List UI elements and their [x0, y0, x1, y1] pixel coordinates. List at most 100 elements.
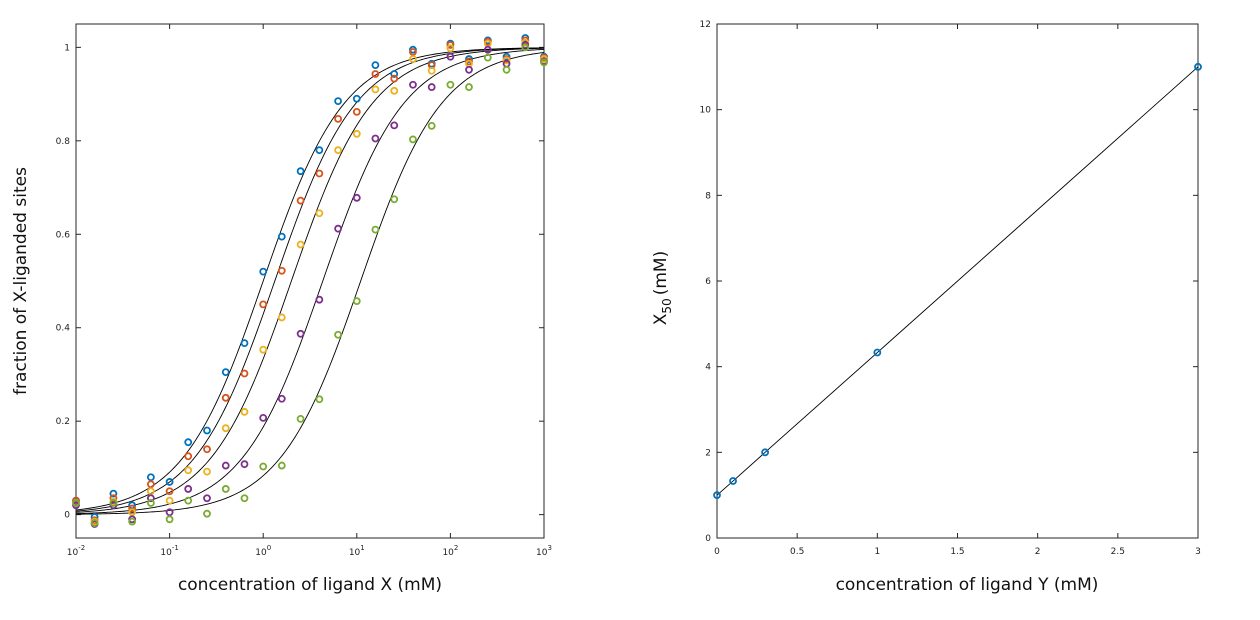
left-data-point: [390, 86, 399, 95]
left-data-point: [409, 48, 417, 56]
right-y-axis-label-units: (mM): [651, 251, 671, 296]
left-y-tick-label: 1: [64, 43, 70, 53]
left-data-point: [315, 295, 324, 304]
left-data-point: [521, 43, 530, 52]
left-y-tick-label: 0.8: [56, 137, 71, 147]
left-data-point: [221, 393, 230, 402]
left-data-point: [259, 462, 268, 471]
left-data-point: [483, 53, 492, 62]
left-x-tick-base: 10: [160, 548, 172, 558]
right-y-axis-label-subscript: 50: [660, 298, 674, 313]
left-data-point: [109, 494, 118, 503]
right-x-axis-label: concentration of ligand Y (mM): [836, 575, 1099, 595]
left-data-point: [334, 114, 342, 123]
right-x-tick-label: 0: [714, 547, 720, 557]
left-x-tick-base: 10: [255, 548, 267, 558]
right-y-tick-label: 10: [700, 106, 712, 116]
left-data-point: [277, 394, 286, 403]
left-data-point: [540, 58, 548, 67]
left-x-tick-label: 10-2: [67, 544, 85, 558]
left-data-point: [296, 329, 305, 338]
left-data-point: [109, 489, 118, 498]
left-data-point: [334, 146, 342, 155]
left-data-point: [277, 232, 286, 241]
left-data-point: [465, 65, 473, 74]
right-data-point: [873, 348, 882, 357]
right-y-tick-label: 4: [705, 363, 711, 373]
left-data-point: [165, 515, 174, 524]
left-data-point: [409, 80, 417, 89]
left-x-tick-exponent: -1: [172, 544, 179, 552]
left-data-points: [72, 34, 548, 528]
right-y-tick-label: 0: [705, 534, 711, 544]
left-data-point: [203, 467, 211, 476]
left-data-point: [371, 70, 380, 78]
left-y-tick-label: 0.6: [56, 230, 71, 240]
right-fit-line: [716, 66, 1199, 496]
left-data-point: [221, 485, 230, 493]
left-data-point: [146, 473, 155, 482]
left-data-point: [203, 426, 211, 435]
left-data-point: [221, 424, 230, 433]
left-data-point: [259, 414, 268, 422]
left-data-point: [203, 445, 211, 454]
left-x-axis-label: concentration of ligand X (mM): [178, 575, 442, 595]
left-y-axis-label: fraction of X-liganded sites: [11, 167, 31, 395]
left-data-point: [146, 499, 155, 507]
left-x-tick-base: 10: [67, 548, 79, 558]
left-data-point: [259, 300, 268, 309]
left-data-point: [277, 313, 286, 322]
left-data-point: [184, 452, 193, 461]
left-data-point: [128, 501, 137, 510]
left-data-point: [240, 339, 249, 348]
left-data-point: [203, 509, 211, 518]
left-x-tick-exponent: 0: [267, 544, 271, 552]
left-x-tick-label: 103: [536, 544, 552, 558]
right-data-point: [1194, 62, 1202, 71]
right-axis-ticks: 0 0.5 1 1.5 2 2.5 3 0 2 4 6 8 10 12: [700, 20, 1201, 557]
left-data-point: [128, 504, 137, 513]
right-y-tick-label: 12: [700, 20, 711, 30]
left-data-point: [390, 74, 399, 83]
left-x-tick-label: 100: [255, 544, 271, 558]
right-y-tick-label: 6: [705, 277, 711, 287]
left-data-point: [128, 508, 137, 517]
left-data-point: [352, 129, 361, 138]
right-x-tick-label: 1.5: [950, 547, 964, 557]
left-data-point: [409, 55, 417, 63]
left-data-point: [390, 195, 399, 204]
left-data-point: [390, 121, 399, 130]
left-data-point: [427, 66, 436, 75]
left-data-point: [296, 414, 305, 423]
right-y-tick-label: 2: [705, 448, 711, 458]
right-data-point: [729, 477, 737, 485]
left-data-point: [446, 41, 455, 49]
left-fit-curve: [75, 52, 545, 515]
left-data-point: [427, 83, 436, 91]
left-data-point: [240, 460, 249, 469]
left-data-point: [315, 395, 324, 404]
right-y-axis-label-main: X: [651, 313, 671, 325]
left-data-point: [352, 193, 361, 202]
left-data-point: [90, 519, 99, 527]
right-x-tick-label: 1: [874, 547, 880, 557]
left-data-point: [465, 83, 473, 91]
left-data-point: [72, 499, 80, 507]
left-x-tick-label: 10-1: [160, 544, 178, 558]
left-data-point: [502, 56, 511, 65]
left-data-point: [221, 368, 230, 377]
left-data-point: [109, 499, 118, 507]
left-x-tick-exponent: -2: [78, 544, 85, 552]
left-data-point: [483, 45, 492, 54]
left-data-point: [315, 169, 324, 178]
left-x-tick-base: 10: [442, 548, 454, 558]
right-data-point: [761, 448, 769, 457]
left-data-point: [334, 330, 342, 339]
right-chart: 0 0.5 1 1.5 2 2.5 3 0 2 4 6 8 10 12 concentration of …: [651, 20, 1202, 595]
left-data-point: [352, 94, 361, 103]
left-data-point: [184, 496, 193, 505]
